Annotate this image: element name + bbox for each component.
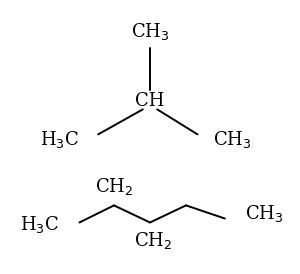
Text: CH$_2$: CH$_2$ xyxy=(95,176,133,198)
Text: CH$_3$: CH$_3$ xyxy=(213,129,252,150)
Text: H$_3$C: H$_3$C xyxy=(40,129,80,150)
Text: CH: CH xyxy=(135,93,165,110)
Text: CH$_3$: CH$_3$ xyxy=(245,203,284,224)
Text: H$_3$C: H$_3$C xyxy=(20,214,59,235)
Text: CH$_3$: CH$_3$ xyxy=(131,21,169,42)
Text: CH$_2$: CH$_2$ xyxy=(134,230,172,251)
